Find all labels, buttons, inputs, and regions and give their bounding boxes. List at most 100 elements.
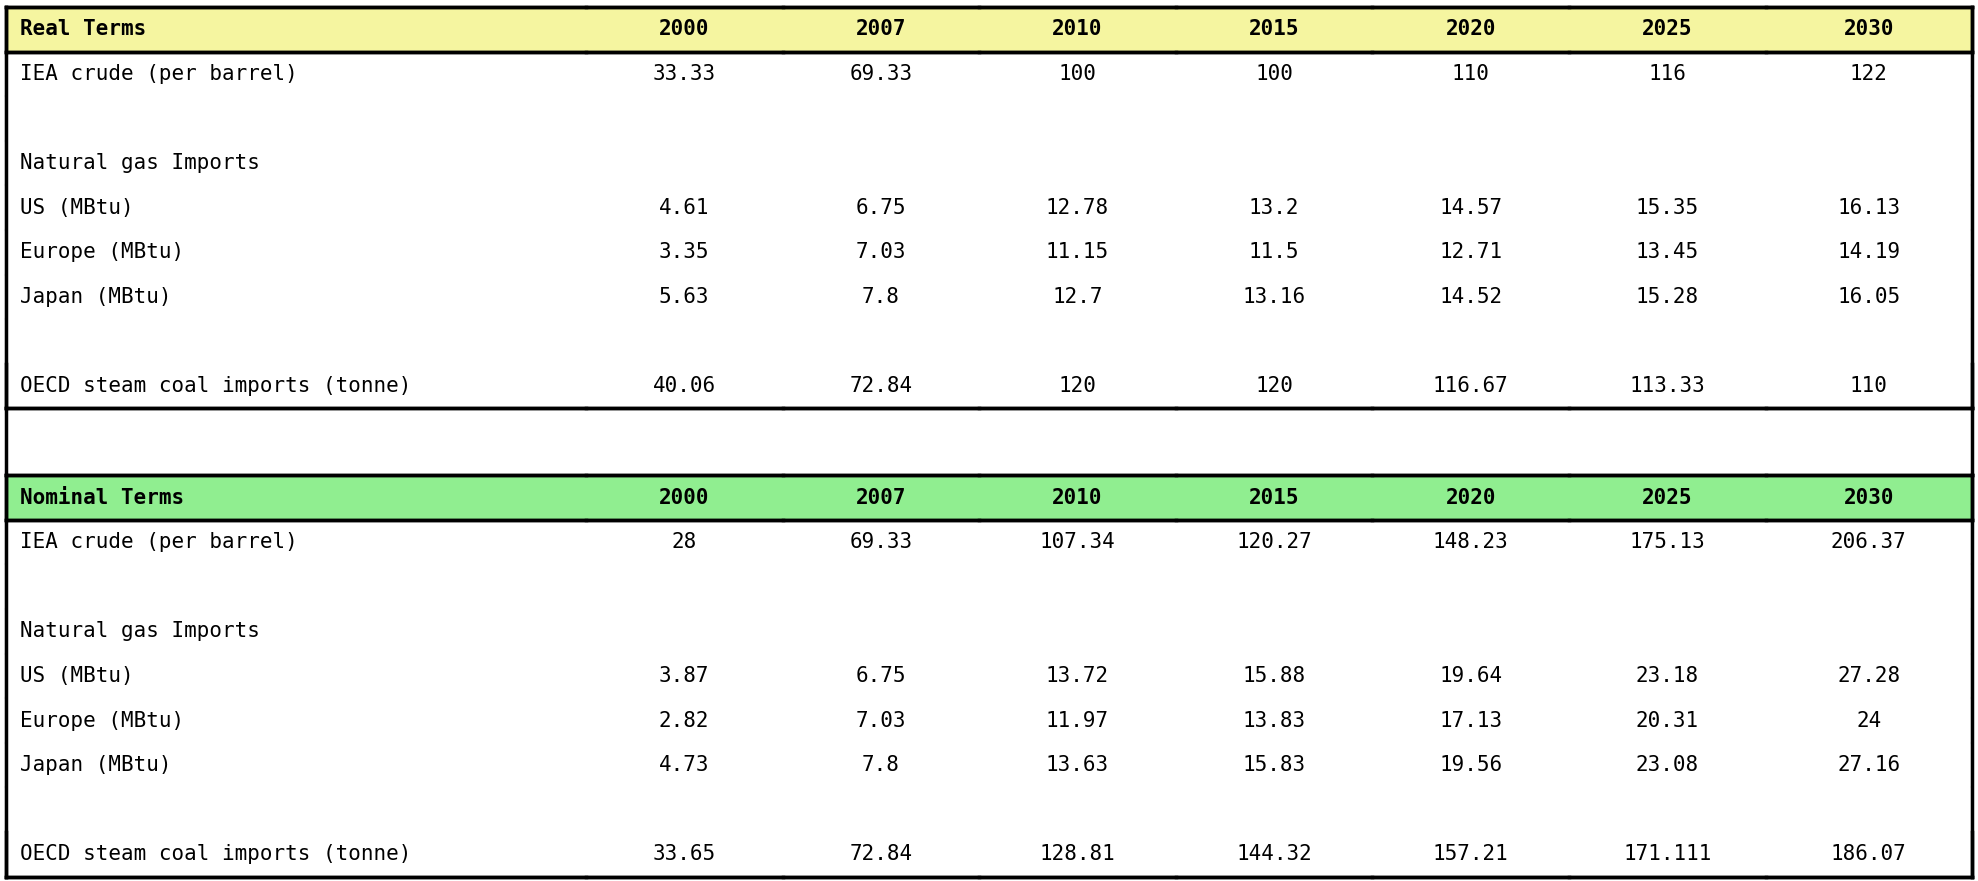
Text: 11.15: 11.15 — [1046, 242, 1110, 263]
Text: Japan (MBtu): Japan (MBtu) — [20, 287, 172, 307]
Bar — [1569, 230, 1766, 275]
Text: 100: 100 — [1256, 64, 1294, 84]
Bar — [1175, 654, 1373, 699]
Bar — [979, 788, 1175, 832]
Text: 14.52: 14.52 — [1440, 287, 1501, 307]
Bar — [783, 609, 979, 654]
Bar — [1569, 832, 1766, 877]
Text: 100: 100 — [1058, 64, 1096, 84]
Bar — [1766, 654, 1972, 699]
Bar — [1766, 699, 1972, 743]
Text: 6.75: 6.75 — [856, 666, 906, 686]
Text: US (MBtu): US (MBtu) — [20, 197, 133, 218]
Bar — [783, 185, 979, 230]
Text: 28: 28 — [673, 532, 696, 552]
Bar — [1373, 565, 1569, 609]
Bar — [1175, 520, 1373, 565]
Bar — [1373, 319, 1569, 364]
Bar — [979, 699, 1175, 743]
Text: 20.31: 20.31 — [1636, 710, 1699, 730]
Text: 13.83: 13.83 — [1242, 710, 1305, 730]
Text: 113.33: 113.33 — [1630, 376, 1705, 396]
Bar — [6, 699, 585, 743]
Bar — [1175, 743, 1373, 788]
Bar — [6, 319, 585, 364]
Text: 7.8: 7.8 — [862, 755, 900, 775]
Text: 2000: 2000 — [659, 19, 710, 40]
Bar — [1569, 96, 1766, 141]
Text: 186.07: 186.07 — [1832, 844, 1907, 864]
Bar — [979, 565, 1175, 609]
Text: US (MBtu): US (MBtu) — [20, 666, 133, 686]
Bar — [1175, 319, 1373, 364]
Bar — [585, 609, 783, 654]
Text: 116: 116 — [1648, 64, 1687, 84]
Bar — [1766, 52, 1972, 96]
Bar — [1373, 141, 1569, 185]
Bar — [1766, 141, 1972, 185]
Bar — [783, 832, 979, 877]
Bar — [783, 364, 979, 409]
Bar — [6, 275, 585, 319]
Bar — [6, 520, 585, 565]
Bar — [1373, 743, 1569, 788]
Text: 19.64: 19.64 — [1440, 666, 1501, 686]
Text: 7.03: 7.03 — [856, 242, 906, 263]
Text: 69.33: 69.33 — [849, 64, 912, 84]
Text: 3.35: 3.35 — [659, 242, 710, 263]
Text: 15.83: 15.83 — [1242, 755, 1305, 775]
Bar — [1373, 475, 1569, 520]
Bar — [6, 96, 585, 141]
Bar — [979, 185, 1175, 230]
Text: Europe (MBtu): Europe (MBtu) — [20, 242, 184, 263]
Bar — [1569, 141, 1766, 185]
Bar — [1175, 7, 1373, 52]
Bar — [783, 565, 979, 609]
Bar — [6, 565, 585, 609]
Text: OECD steam coal imports (tonne): OECD steam coal imports (tonne) — [20, 844, 411, 864]
Bar — [1175, 141, 1373, 185]
Bar — [1766, 185, 1972, 230]
Bar — [1373, 185, 1569, 230]
Bar — [1569, 699, 1766, 743]
Text: 148.23: 148.23 — [1432, 532, 1509, 552]
Bar — [783, 230, 979, 275]
Bar — [1373, 275, 1569, 319]
Text: 13.63: 13.63 — [1046, 755, 1110, 775]
Bar — [1373, 832, 1569, 877]
Bar — [1766, 275, 1972, 319]
Bar — [6, 832, 585, 877]
Bar — [783, 96, 979, 141]
Text: 2030: 2030 — [1843, 487, 1895, 507]
Bar — [1373, 788, 1569, 832]
Bar — [979, 520, 1175, 565]
Text: 14.57: 14.57 — [1440, 197, 1501, 218]
Text: 15.88: 15.88 — [1242, 666, 1305, 686]
Text: 2015: 2015 — [1248, 487, 1300, 507]
Bar — [1175, 565, 1373, 609]
Text: 14.19: 14.19 — [1838, 242, 1901, 263]
Text: 13.45: 13.45 — [1636, 242, 1699, 263]
Bar — [1766, 788, 1972, 832]
Bar — [979, 230, 1175, 275]
Text: 2000: 2000 — [659, 487, 710, 507]
Text: Nominal Terms: Nominal Terms — [20, 487, 184, 507]
Bar — [585, 520, 783, 565]
Bar — [6, 230, 585, 275]
Text: 13.2: 13.2 — [1248, 197, 1300, 218]
Bar — [783, 520, 979, 565]
Bar — [585, 364, 783, 409]
Bar — [585, 475, 783, 520]
Bar — [783, 475, 979, 520]
Text: Natural gas Imports: Natural gas Imports — [20, 621, 259, 641]
Text: OECD steam coal imports (tonne): OECD steam coal imports (tonne) — [20, 376, 411, 396]
Bar — [1766, 565, 1972, 609]
Text: 171.111: 171.111 — [1624, 844, 1711, 864]
Bar — [1373, 699, 1569, 743]
Bar — [783, 654, 979, 699]
Bar — [6, 141, 585, 185]
Bar — [585, 275, 783, 319]
Text: 6.75: 6.75 — [856, 197, 906, 218]
Bar — [6, 609, 585, 654]
Bar — [1373, 520, 1569, 565]
